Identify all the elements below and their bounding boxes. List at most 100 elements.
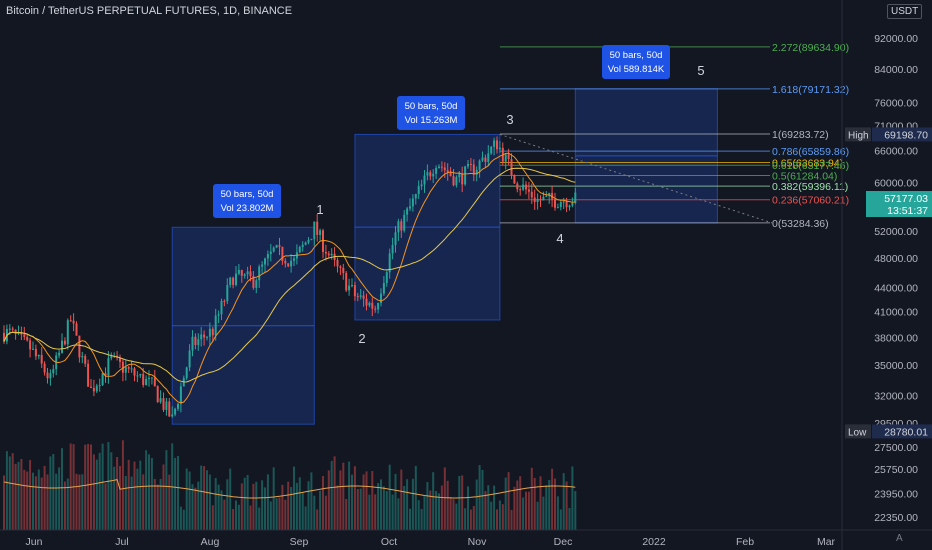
candle-body <box>220 300 223 315</box>
candle-body <box>382 283 385 294</box>
candle-body <box>417 186 420 195</box>
volume-bar <box>124 476 127 530</box>
candle-body <box>278 245 281 247</box>
volume-bar <box>464 508 467 530</box>
volume-bar <box>440 485 443 530</box>
volume-bar <box>113 466 116 530</box>
time-tick-label: Aug <box>201 536 220 548</box>
volume-bar <box>365 471 368 530</box>
volume-bar <box>403 485 406 530</box>
candle-body <box>174 408 177 415</box>
candle-body <box>8 328 11 330</box>
measure-label-bg <box>602 45 670 79</box>
volume-bar <box>49 456 52 530</box>
candle-body <box>84 356 87 364</box>
candle-body <box>481 157 484 161</box>
candle-body <box>388 253 391 273</box>
high-tag-label-bg <box>845 127 871 142</box>
volume-bar <box>177 455 179 530</box>
candle-body <box>40 354 43 364</box>
candle-body <box>252 276 255 288</box>
candle-body <box>156 386 159 403</box>
candle-body <box>426 172 429 176</box>
currency-selector[interactable]: USDT <box>887 4 923 19</box>
candle-body <box>20 332 23 335</box>
volume-bar <box>295 482 298 530</box>
volume-bar <box>336 485 339 530</box>
candle-body <box>3 332 5 342</box>
volume-bar <box>156 484 159 530</box>
volume-bar <box>490 501 493 530</box>
volume-bar <box>458 475 461 530</box>
candle-body <box>475 169 478 175</box>
price-axis[interactable]: 92000.0084000.0076000.0071000.0066000.00… <box>841 0 932 550</box>
volume-bar <box>8 456 11 530</box>
time-axis[interactable]: Jun Jul Aug Sep Oct Nov Dec 2022 Feb Mar <box>0 529 932 548</box>
volume-bar <box>432 472 435 530</box>
volume-bar <box>272 467 275 530</box>
volume-bar <box>330 460 333 530</box>
candle-body <box>478 160 481 170</box>
wave-label-1: 1 <box>316 202 323 217</box>
candle-body <box>539 198 542 201</box>
fib-level-label: 1(69283.72) <box>772 129 829 141</box>
candle-body <box>150 377 153 379</box>
volume-bar <box>556 496 559 530</box>
volume-bar <box>293 466 295 530</box>
volume-bar <box>37 469 40 530</box>
candle-body <box>342 267 345 273</box>
candle-body <box>284 260 287 264</box>
volume-bar <box>162 464 165 530</box>
volume-bar <box>136 468 139 530</box>
candle-body <box>435 167 438 174</box>
volume-bar <box>342 462 345 530</box>
measure-label-bg <box>397 96 465 130</box>
volume-bar <box>92 454 95 530</box>
candle-body <box>162 398 165 410</box>
ma-fast-line <box>3 152 576 404</box>
fib-level-label: 0.382(59396.11) <box>772 181 848 193</box>
candle-body <box>339 266 342 268</box>
price-tick-label: 27500.00 <box>874 442 918 454</box>
volume-bar <box>23 469 26 530</box>
price-tick-label: 44000.00 <box>874 283 918 295</box>
candle-body <box>119 357 121 362</box>
candle-body <box>87 363 90 387</box>
volume-bar <box>498 500 501 530</box>
last-price-value: 57177.03 <box>884 193 928 205</box>
candle-body <box>235 273 237 285</box>
volume-bar <box>461 475 464 530</box>
volume-bar <box>159 478 162 530</box>
candle-body <box>345 272 348 291</box>
candle-body <box>409 206 411 209</box>
volume-bar <box>214 477 217 530</box>
volume-bar <box>414 465 417 530</box>
chart-title: Bitcoin / TetherUS PERPETUAL FUTURES, 1D… <box>6 5 293 17</box>
candle-body <box>490 146 493 154</box>
volume-bar <box>264 487 266 530</box>
volume-bar <box>322 476 324 530</box>
volume-bar <box>525 491 527 530</box>
volume-bar <box>110 452 113 530</box>
volume-bar <box>275 498 278 530</box>
candle-body <box>527 189 530 192</box>
candle-body <box>458 173 461 178</box>
volume-bar <box>191 484 194 530</box>
volume-bar <box>382 486 385 530</box>
volume-bar <box>455 503 458 530</box>
auto-scale-button[interactable]: A <box>896 533 903 544</box>
candle-body <box>322 230 324 252</box>
candle-body <box>66 320 69 345</box>
candle-body <box>507 154 510 160</box>
volume-bar <box>371 471 374 530</box>
candle-body <box>139 373 142 376</box>
candle-body <box>179 386 182 404</box>
price-tick-label: 41000.00 <box>874 307 918 319</box>
candle-body <box>75 323 78 336</box>
candle-body <box>101 373 104 386</box>
fib-level-label: 0.65(63683.94) <box>772 158 843 170</box>
candle-body <box>469 163 472 165</box>
volume-bar <box>255 481 258 530</box>
